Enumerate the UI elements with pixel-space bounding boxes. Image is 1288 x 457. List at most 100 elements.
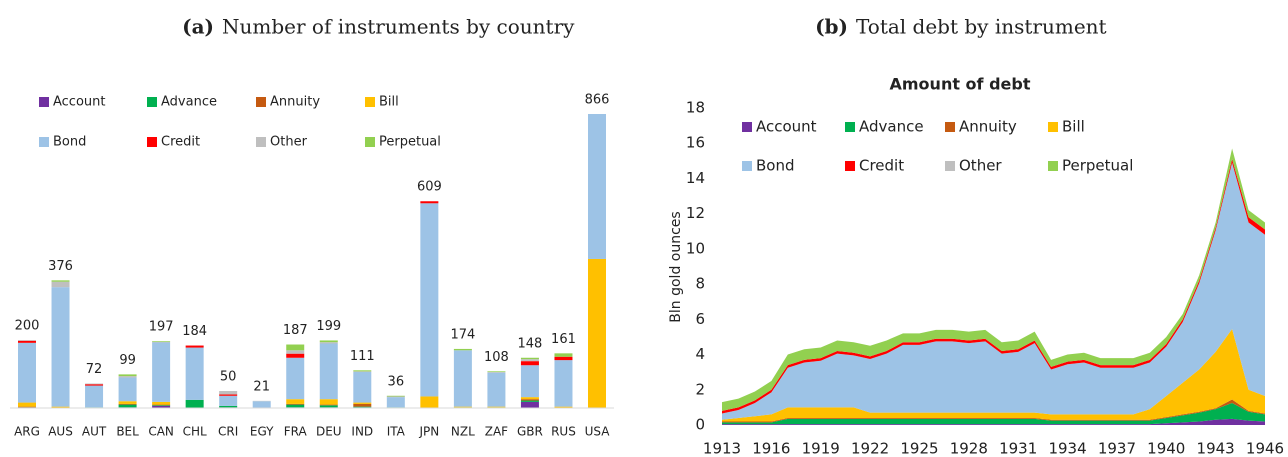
bar-segment: [520, 365, 539, 398]
bar-segment: [520, 399, 539, 401]
x-tick-label: RUS: [551, 425, 576, 439]
x-tick-label: AUS: [48, 425, 73, 439]
bar-segment: [51, 287, 70, 407]
bar-segment: [18, 340, 36, 341]
legend-label: Other: [270, 135, 308, 150]
bar-segment: [420, 396, 439, 408]
bar-segment: [588, 114, 606, 259]
y-tick-label: 16: [686, 134, 705, 152]
bar-segment: [51, 281, 70, 288]
y-tick-label: 14: [686, 169, 705, 187]
bar-segment: [386, 396, 405, 398]
bar-segment: [51, 280, 70, 282]
legend-swatch: [256, 137, 266, 147]
bar-segment: [152, 341, 171, 343]
bar-total-label: 148: [518, 336, 543, 351]
bar-total-label: 21: [253, 379, 270, 394]
x-tick-label: 1928: [950, 440, 988, 457]
bar-segment: [118, 376, 137, 378]
panel-label: (b): [815, 15, 848, 39]
bar-segment: [487, 371, 506, 373]
legend-swatch: [945, 122, 955, 132]
y-tick-label: 10: [686, 239, 705, 257]
bar-segment: [286, 353, 305, 358]
bar-segment: [487, 372, 506, 407]
legend-swatch: [365, 97, 375, 107]
legend-label: Credit: [161, 135, 200, 150]
bar-segment: [319, 399, 338, 405]
legend-swatch: [742, 161, 752, 171]
x-tick-label: AUT: [82, 425, 107, 439]
bar-total-label: 108: [484, 350, 509, 365]
bar-total-label: 197: [149, 320, 174, 335]
bar-segment: [554, 356, 573, 361]
x-tick-label: EGY: [250, 425, 274, 439]
bar-segment: [520, 400, 539, 402]
bar-segment: [252, 401, 271, 408]
bar-total-label: 199: [316, 319, 341, 334]
bar-total-label: 866: [585, 93, 610, 108]
x-tick-label: DEU: [316, 425, 342, 439]
legend-label: Perpetual: [379, 135, 441, 150]
y-tick-label: 18: [686, 99, 705, 117]
x-tick-label: 1937: [1098, 440, 1136, 457]
x-tick-label: 1943: [1197, 440, 1235, 457]
legend-label: Bill: [1062, 118, 1085, 136]
bar-segment: [319, 340, 338, 343]
legend-label: Advance: [161, 95, 217, 110]
x-tick-label: 1931: [999, 440, 1037, 457]
y-axis-label: Bln gold ounces: [668, 211, 684, 322]
legend-label: Annuity: [959, 118, 1017, 136]
bar-segment: [118, 377, 137, 402]
bar-total-label: 200: [15, 319, 40, 334]
bar-segment: [420, 203, 439, 397]
legend-label: Perpetual: [1062, 157, 1133, 175]
y-tick-label: 2: [695, 380, 705, 398]
x-tick-label: 1922: [851, 440, 889, 457]
bar-total-label: 72: [86, 362, 103, 377]
bar-segment: [219, 394, 238, 396]
x-tick-label: 1934: [1048, 440, 1086, 457]
legend-label: Bill: [379, 95, 399, 110]
bar-total-label: 36: [388, 374, 405, 389]
bar-segment: [353, 402, 372, 404]
panel-caption: Total debt by instrument: [856, 15, 1107, 39]
bar-segment: [353, 371, 372, 373]
bar-segment: [152, 404, 171, 406]
bar-total-label: 50: [220, 370, 237, 385]
legend-swatch: [147, 97, 157, 107]
legend-swatch: [39, 137, 49, 147]
x-tick-label: JPN: [418, 425, 439, 439]
x-tick-label: USA: [585, 425, 611, 439]
bar-total-label: 187: [283, 323, 308, 338]
bar-segment: [353, 403, 372, 407]
x-tick-label: 1946: [1246, 440, 1284, 457]
bar-segment: [286, 403, 305, 405]
bar-segment: [353, 370, 372, 372]
bar-segment: [118, 403, 137, 405]
x-tick-label: 1940: [1147, 440, 1185, 457]
x-tick-label: GBR: [517, 425, 543, 439]
bar-segment: [118, 404, 137, 408]
legend-swatch: [256, 97, 266, 107]
bar-segment: [152, 405, 171, 406]
bar-segment: [185, 399, 204, 408]
bar-segment: [85, 383, 104, 385]
bar-segment: [51, 406, 70, 408]
bar-segment: [118, 401, 137, 404]
bar-segment: [18, 402, 36, 407]
bar-total-label: 99: [119, 353, 136, 368]
bar-segment: [386, 395, 405, 397]
bar-segment: [18, 406, 36, 408]
bar-segment: [152, 401, 171, 405]
bar-segment: [152, 405, 171, 408]
bar-segment: [286, 399, 305, 404]
bar-segment: [319, 342, 338, 344]
legend-swatch: [845, 161, 855, 171]
panel-label: (a): [182, 15, 214, 39]
y-tick-label: 6: [695, 310, 705, 328]
x-tick-label: CHL: [183, 425, 207, 439]
legend-label: Bond: [53, 135, 86, 150]
